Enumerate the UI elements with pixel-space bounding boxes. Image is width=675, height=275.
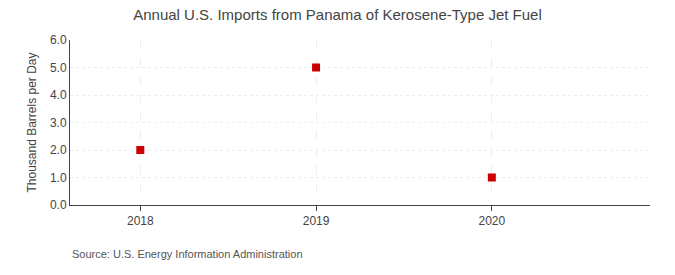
svg-text:5.0: 5.0	[50, 61, 67, 75]
svg-text:Annual U.S. Imports from Panam: Annual U.S. Imports from Panama of Keros…	[133, 6, 542, 23]
svg-text:1.0: 1.0	[50, 171, 67, 185]
svg-text:2020: 2020	[478, 214, 505, 228]
svg-text:0.0: 0.0	[50, 198, 67, 212]
svg-text:2019: 2019	[303, 214, 330, 228]
svg-text:3.0: 3.0	[50, 116, 67, 130]
svg-text:2018: 2018	[127, 214, 154, 228]
svg-text:Source: U.S. Energy Informatio: Source: U.S. Energy Information Administ…	[72, 248, 303, 260]
svg-text:4.0: 4.0	[50, 88, 67, 102]
svg-text:6.0: 6.0	[50, 33, 67, 47]
svg-text:Thousand Barrels per Day: Thousand Barrels per Day	[25, 52, 39, 192]
svg-text:2.0: 2.0	[50, 143, 67, 157]
